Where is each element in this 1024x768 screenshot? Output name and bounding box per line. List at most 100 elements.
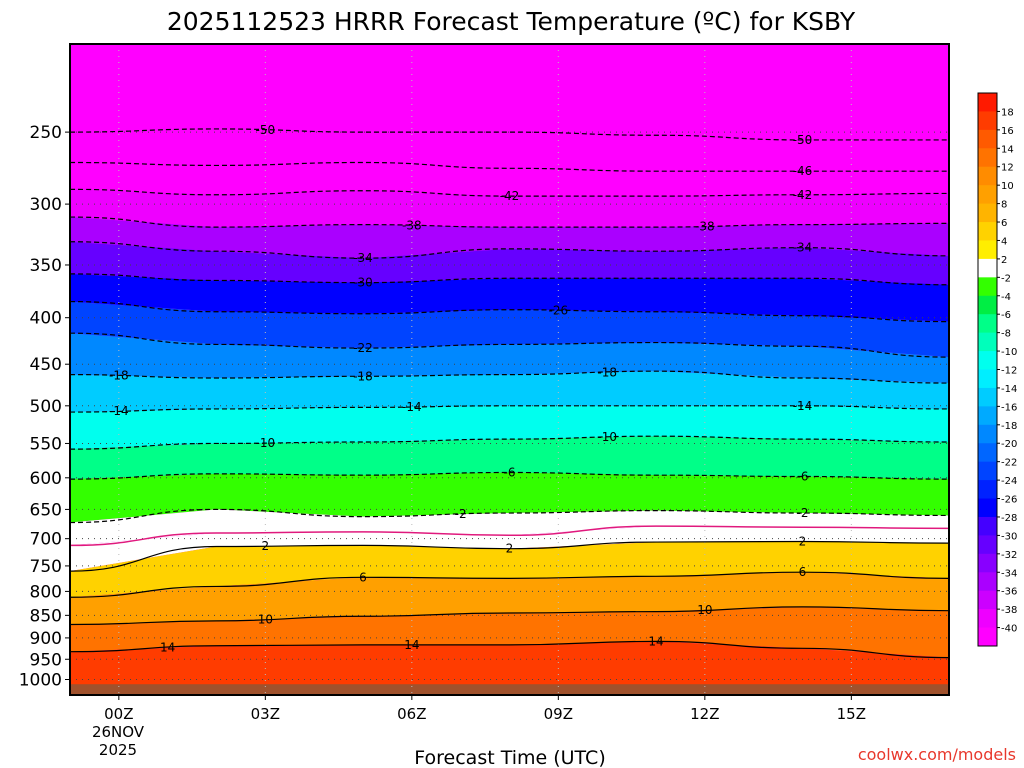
isotherm-minus10: [70, 435, 949, 450]
colorbar-swatch: [978, 498, 997, 518]
grid: [70, 44, 949, 695]
colorbar-swatch: [978, 424, 997, 444]
colorbar-tick-label: -10: [1001, 347, 1017, 358]
isotherm-label: 2: [506, 542, 514, 556]
colorbar-tick-label: -18: [1001, 421, 1017, 432]
colorbar-swatch: [978, 406, 997, 426]
isotherm-label: -14: [402, 400, 422, 414]
isotherm-minus26: [70, 300, 949, 323]
colorbar-swatch: [978, 111, 997, 131]
colorbar-tick-label: -4: [1001, 292, 1011, 303]
colorbar-tick-label: -20: [1001, 439, 1017, 450]
isotherm-label: -18: [597, 365, 617, 379]
colorbar-swatch: [978, 166, 997, 186]
isotherm-label: -34: [353, 251, 373, 265]
isotherm-label: -34: [793, 241, 813, 255]
isotherm-label: -14: [793, 399, 813, 413]
y-tick-label: 650: [30, 500, 62, 520]
temperature-band: [70, 572, 949, 625]
colorbar-tick-label: -30: [1001, 531, 1017, 542]
isotherm-6: [70, 571, 949, 598]
colorbar-swatch: [978, 590, 997, 610]
x-tick-label: 06Z: [397, 705, 426, 723]
y-tick-label: 950: [30, 650, 62, 670]
isotherm-label: -18: [109, 369, 129, 383]
temperature-band: [70, 162, 949, 197]
colorbar-tick-label: 16: [1001, 126, 1014, 137]
colorbar-tick-label: 6: [1001, 218, 1007, 229]
colorbar-tick-label: 8: [1001, 200, 1007, 211]
colorbar-tick-label: -22: [1001, 458, 1017, 469]
colorbar-swatch: [978, 480, 997, 500]
temperature-band: [70, 128, 949, 172]
colorbar-tick-label: -32: [1001, 550, 1017, 561]
colorbar-swatch: [978, 295, 997, 315]
isotherm-minus22: [70, 332, 949, 358]
isotherm-label: 6: [799, 565, 807, 579]
y-tick-label: 700: [30, 530, 62, 550]
isotherm-minus34: [70, 241, 949, 259]
isotherm-14: [70, 640, 949, 659]
colorbar-swatch: [978, 351, 997, 370]
colorbar-swatch: [978, 185, 997, 205]
colorbar-swatch: [978, 609, 997, 629]
colorbar-tick-label: -6: [1001, 310, 1011, 321]
isotherm-label: -42: [500, 189, 520, 203]
isotherm-minus38: [70, 216, 949, 228]
colorbar-tick-label: 12: [1001, 163, 1014, 174]
isotherm-label: -2: [797, 506, 809, 520]
colorbar-swatch: [978, 332, 997, 352]
isotherm-label: -10: [256, 436, 276, 450]
colorbar-tick-label: 4: [1001, 236, 1007, 247]
isotherm-minus18: [70, 370, 949, 384]
isotherm-label: 14: [160, 641, 175, 655]
colorbar-tick-label: -26: [1001, 495, 1017, 506]
colorbar-swatch: [978, 203, 997, 223]
isotherm-label: -22: [353, 341, 373, 355]
colorbar-tick-label: -34: [1001, 568, 1017, 579]
colorbar-swatch: [978, 129, 997, 149]
colorbar-swatch: [978, 535, 997, 555]
colorbar-swatch: [978, 387, 997, 407]
colorbar-tick-label: -8: [1001, 329, 1011, 340]
isotherm-2: [70, 540, 949, 572]
isotherm-label: -26: [549, 303, 569, 317]
x-tick-label: 00Z: [104, 705, 133, 723]
x-axis: 00Z 03Z 06Z 09Z 12Z 15Z: [104, 695, 866, 723]
isotherm-label: -42: [793, 188, 813, 202]
y-tick-label: 450: [30, 355, 62, 375]
colorbar-tick-label: 14: [1001, 144, 1014, 155]
isotherm-label: -50: [256, 123, 276, 137]
credit-text: coolwx.com/models: [858, 745, 1016, 764]
colorbar-swatch: [978, 314, 997, 334]
colorbar-swatch: [978, 222, 997, 241]
isotherm-minus46: [70, 161, 949, 172]
isotherm-label: -30: [353, 276, 373, 290]
y-tick-label: 550: [30, 434, 62, 454]
isotherm-label: 2: [262, 539, 270, 553]
y-tick-label: 500: [30, 397, 62, 417]
isotherm-label: -50: [793, 133, 813, 147]
temperature-band: [70, 509, 949, 546]
isotherm-label: -10: [597, 430, 617, 444]
isotherm-label: 6: [359, 570, 367, 584]
y-tick-label: 250: [30, 123, 62, 143]
y-tick-label: 850: [30, 606, 62, 626]
temperature-band: [70, 472, 949, 523]
colorbar-tick-label: -12: [1001, 366, 1017, 377]
isotherm-label: -6: [504, 466, 516, 480]
colorbar-swatch: [978, 627, 997, 647]
isotherm-label: -38: [695, 219, 715, 233]
isotherm-label: -38: [402, 218, 422, 232]
isotherm-label: 10: [697, 603, 712, 617]
colorbar-tick-label: -14: [1001, 384, 1017, 395]
temperature-band: [70, 273, 949, 322]
y-tick-label: 400: [30, 309, 62, 329]
y-tick-label: 1000: [19, 671, 62, 691]
colorbar-swatch: [978, 93, 997, 112]
colorbar-tick-label: -36: [1001, 587, 1017, 598]
y-tick-label: 300: [30, 195, 62, 215]
y-axis: 250 300 350 400 450 500 550 600 650 700 750 800 850 9…: [19, 123, 70, 691]
y-tick-label: 900: [30, 629, 62, 649]
